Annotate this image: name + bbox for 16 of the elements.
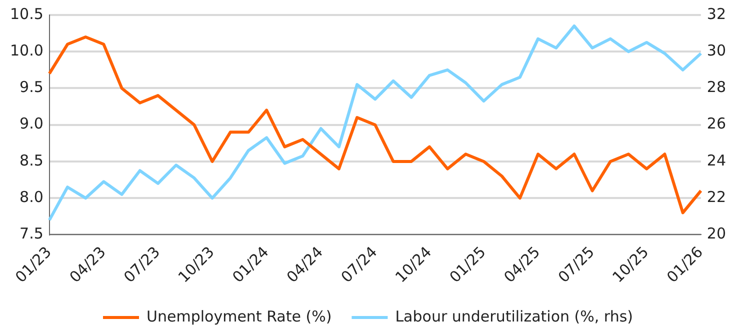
y2-tick-label: 22 <box>706 188 726 206</box>
y2-tick-label: 20 <box>706 224 726 243</box>
y-tick-label: 8.0 <box>20 188 44 206</box>
y2-tick-label: 28 <box>706 78 726 96</box>
y2-tick-label: 26 <box>706 114 726 133</box>
y-tick-label: 9.0 <box>20 114 44 133</box>
y-tick-label: 9.5 <box>20 78 44 96</box>
y-tick-label: 10.5 <box>10 4 44 23</box>
y-tick-label: 7.5 <box>20 224 44 243</box>
y2-tick-label: 24 <box>706 151 726 170</box>
legend-label: Unemployment Rate (%) <box>146 307 332 326</box>
y2-tick-label: 32 <box>706 4 726 23</box>
y-tick-label: 10.0 <box>10 42 44 60</box>
y2-tick-label: 30 <box>706 42 726 60</box>
y-tick-label: 8.5 <box>20 151 44 170</box>
legend-label: Labour underutilization (%, rhs) <box>395 307 633 326</box>
